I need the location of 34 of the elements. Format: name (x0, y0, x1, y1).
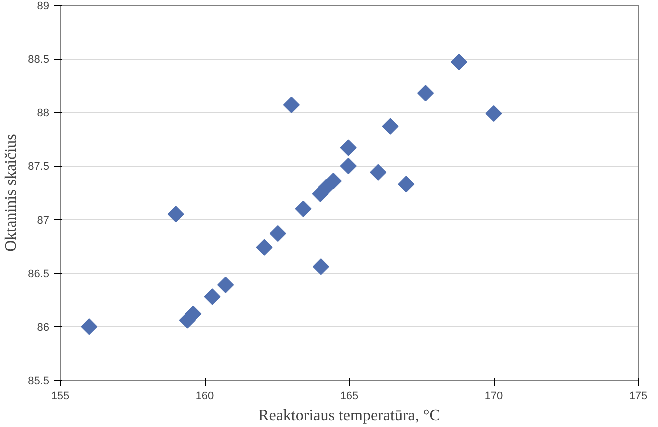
point (451, 54, 468, 71)
y-tick-label: 88 (37, 108, 50, 120)
point (398, 176, 415, 193)
y-axis-title: Oktaninis skaičius (3, 134, 20, 252)
x-tick-label: 155 (51, 390, 70, 402)
point (270, 225, 286, 242)
y-tick-label: 87 (37, 214, 50, 227)
point (168, 206, 184, 223)
point (370, 164, 387, 181)
x-tick-label: 170 (484, 390, 504, 402)
point (486, 105, 502, 122)
point (418, 85, 434, 102)
y-tick-label: 86.5 (28, 268, 50, 280)
x-tick-label: 175 (629, 390, 648, 402)
point (185, 306, 202, 322)
point (340, 140, 357, 156)
y-tick-label: 89 (37, 0, 50, 12)
x-tick-label: 160 (196, 390, 214, 402)
point (382, 118, 399, 135)
point (204, 288, 221, 306)
point (218, 276, 234, 294)
point (81, 318, 98, 336)
x-axis-title: Reaktoriaus temperatūra, °C (258, 408, 440, 424)
point (312, 258, 330, 276)
y-tick-label: 87.5 (28, 161, 50, 174)
point (283, 96, 300, 114)
point (256, 239, 273, 256)
y-tick-label: 88.5 (28, 54, 50, 66)
point (295, 200, 312, 218)
y-tick-label: 85.5 (28, 376, 50, 388)
point (340, 158, 357, 174)
x-tick-label: 165 (340, 390, 359, 402)
point (325, 172, 342, 190)
y-tick-label: 86 (37, 322, 50, 334)
